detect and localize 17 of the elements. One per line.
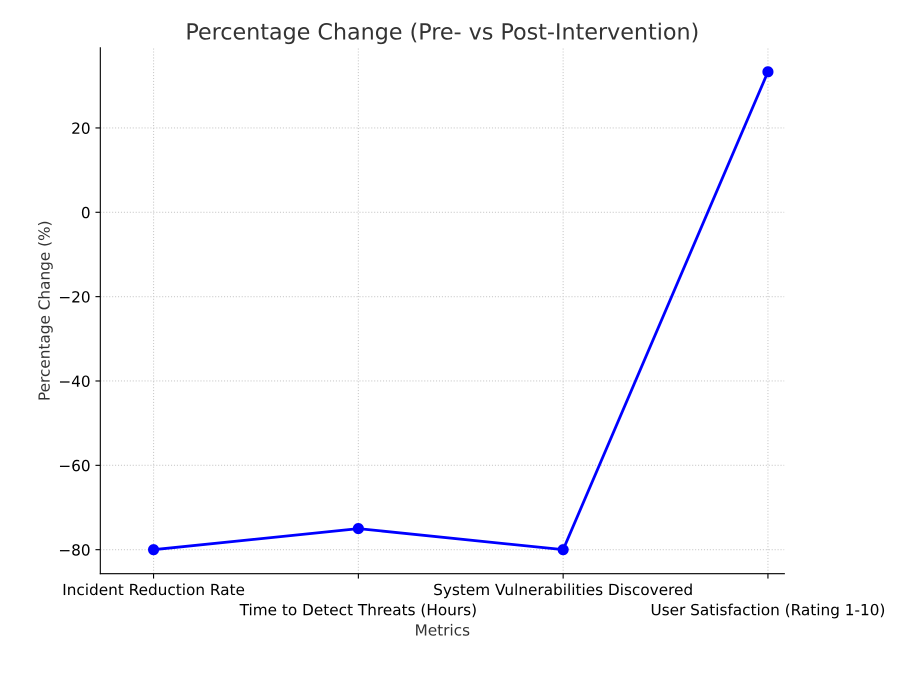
y-tick-label: 20 — [72, 122, 90, 134]
point — [762, 66, 774, 78]
point — [558, 544, 569, 556]
x-tick-label: User Satisfaction (Rating 1-10) — [652, 604, 884, 618]
y-tick-label: 0 — [82, 206, 90, 218]
y-tick-label: −60 — [60, 460, 90, 472]
y-tick-label: −20 — [60, 291, 90, 303]
y-axis-title: Percentage Change (%) — [38, 222, 53, 400]
point — [352, 523, 364, 534]
chart-title: Percentage Change (Pre- vs Post-Intervention) — [188, 22, 698, 44]
x-tick-label: Time to Detect Threats (Hours) — [240, 604, 476, 618]
x-tick-label: Incident Reduction Rate — [64, 583, 244, 596]
y-tick-label: −80 — [60, 544, 90, 556]
point — [148, 544, 160, 556]
x-tick-label: System Vulnerabilities Discovered — [434, 583, 692, 598]
y-tick-label: −40 — [60, 375, 90, 388]
x-axis-title: Metrics — [416, 624, 470, 636]
